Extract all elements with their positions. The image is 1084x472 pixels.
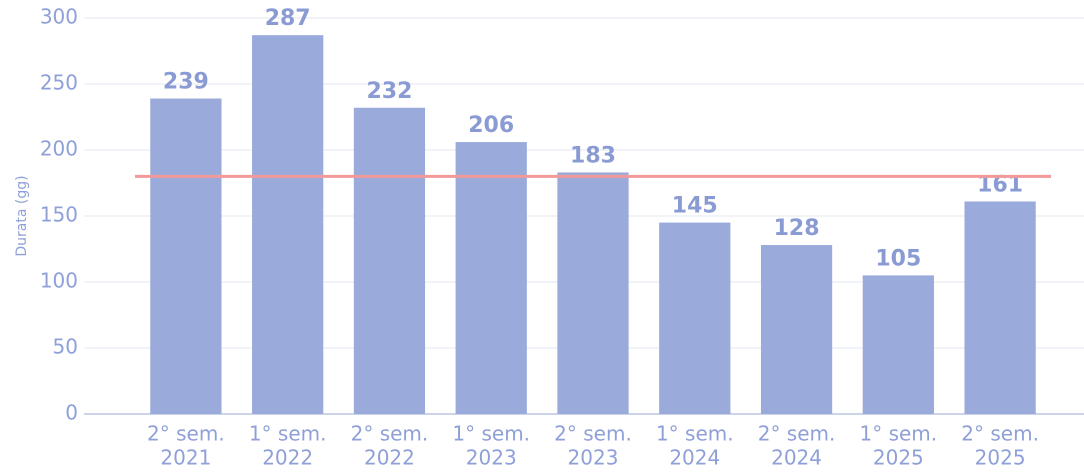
x-tick-label: 1° sem. [860, 422, 938, 446]
x-tick-label: 2024 [771, 446, 822, 470]
x-tick-label: 2022 [262, 446, 313, 470]
bar [353, 107, 426, 414]
bar [659, 222, 731, 414]
x-tick-label: 2023 [568, 446, 619, 470]
y-tick-label: 150 [40, 203, 78, 227]
x-tick-label: 1° sem. [656, 422, 734, 446]
y-axis-label: Durata (gg) [14, 175, 30, 256]
bar [252, 35, 324, 414]
y-tick-label: 0 [65, 401, 78, 425]
value-label: 239 [163, 70, 209, 95]
bar [150, 98, 222, 415]
x-tick-label: 1° sem. [452, 422, 530, 446]
x-tick-label: 2° sem. [961, 422, 1039, 446]
y-tick-label: 200 [40, 137, 78, 161]
y-tick-label: 250 [40, 71, 78, 95]
y-tick-label: 100 [40, 269, 78, 293]
value-label: 287 [265, 6, 311, 31]
x-tick-label: 2° sem. [147, 422, 225, 446]
x-tick-label: 2024 [669, 446, 720, 470]
y-tick-label: 300 [40, 5, 78, 29]
x-tick-label: 1° sem. [249, 422, 327, 446]
bar [760, 245, 833, 414]
x-tick-label: 2° sem. [554, 422, 632, 446]
value-label: 206 [468, 113, 514, 138]
bar [557, 172, 629, 414]
x-tick-label: 2025 [873, 446, 924, 470]
x-tick-label: 2° sem. [758, 422, 836, 446]
value-label: 232 [366, 79, 412, 104]
x-tick-label: 2° sem. [351, 422, 429, 446]
value-label: 183 [570, 143, 616, 168]
value-label: 128 [774, 216, 820, 241]
x-tick-label: 2021 [160, 446, 211, 470]
x-tick-label: 2022 [364, 446, 415, 470]
value-label: 145 [672, 194, 718, 219]
x-tick-label: 2023 [466, 446, 517, 470]
x-tick-label: 2025 [975, 446, 1026, 470]
value-label: 105 [875, 246, 921, 271]
bar [455, 142, 527, 414]
y-tick-label: 50 [53, 335, 78, 359]
bar [862, 275, 934, 414]
bar [964, 201, 1036, 414]
